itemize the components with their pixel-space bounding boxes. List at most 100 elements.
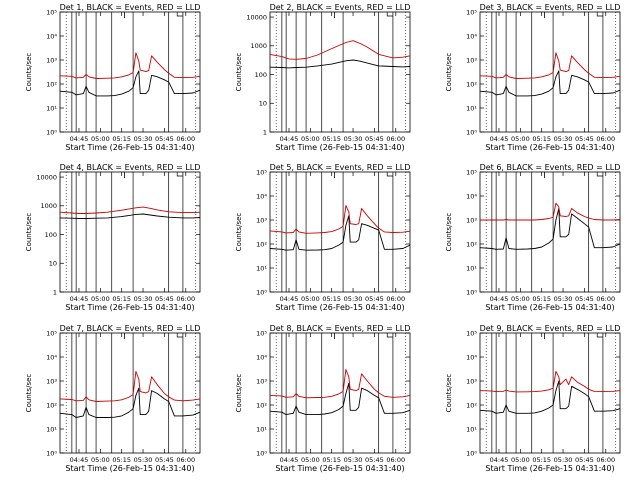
x-tick-label: 05:00 (91, 135, 110, 143)
y-axis-label: Counts/sec (235, 213, 243, 252)
x-tick-label: 04:45 (70, 295, 89, 303)
x-tick-label: 04:45 (490, 295, 509, 303)
x-tick-label: 06:00 (176, 456, 195, 464)
x-tick-label: 05:00 (91, 295, 110, 303)
plot-frame (269, 332, 411, 454)
x-axis-label: Start Time (26-Feb-15 04:31:40) (275, 143, 404, 152)
x-tick-label: 05:15 (112, 456, 131, 464)
events-series-line (59, 213, 201, 219)
top-corner-marker (176, 12, 183, 17)
y-tick-label: 10² (466, 80, 477, 88)
lld-series-line (269, 205, 411, 234)
x-tick-label: 05:15 (322, 295, 341, 303)
x-tick-label: 05:45 (365, 295, 384, 303)
plot-frame (59, 11, 201, 133)
y-tick-label: 10 (49, 260, 57, 268)
y-tick-label: 10³ (466, 216, 477, 224)
y-tick-label: 10³ (256, 216, 267, 224)
x-tick-label: 05:45 (155, 456, 174, 464)
y-tick-label: 10² (466, 240, 477, 248)
events-series-line (479, 380, 621, 414)
x-tick-label: 06:00 (176, 135, 195, 143)
x-axis-label: Start Time (26-Feb-15 04:31:40) (485, 303, 614, 312)
x-tick-label: 05:15 (112, 295, 131, 303)
y-tick-label: 10¹ (466, 264, 477, 272)
y-tick-label: 10⁵ (466, 8, 477, 16)
y-axis-label: Counts/sec (445, 213, 453, 252)
top-corner-marker (386, 172, 393, 177)
y-axis-label: Counts/sec (25, 374, 33, 413)
plot-frame (269, 11, 411, 133)
x-tick-label: 05:15 (322, 135, 341, 143)
panel-title: Det 7, BLACK = Events, RED = LLD (60, 324, 201, 333)
x-tick-label: 05:30 (134, 135, 153, 143)
lld-series-line (59, 370, 201, 402)
y-tick-label: 10⁴ (46, 353, 57, 361)
panel-title: Det 9, BLACK = Events, RED = LLD (480, 324, 621, 333)
panel-title: Det 4, BLACK = Events, RED = LLD (60, 163, 201, 172)
x-tick-label: 04:45 (280, 456, 299, 464)
lld-series-line (59, 206, 201, 214)
y-tick-label: 10⁰ (256, 288, 267, 296)
y-tick-label: 10⁰ (46, 449, 57, 457)
y-axis-label: Counts/sec (445, 53, 453, 92)
y-tick-label: 10² (256, 401, 267, 409)
y-tick-label: 1000 (250, 42, 267, 50)
y-axis-label: Counts/sec (25, 53, 33, 92)
panel-title: Det 3, BLACK = Events, RED = LLD (480, 3, 621, 12)
panel-title: Det 2, BLACK = Events, RED = LLD (270, 3, 411, 12)
y-tick-label: 10⁰ (466, 449, 477, 457)
y-tick-label: 10⁰ (46, 128, 57, 136)
x-tick-label: 04:45 (490, 456, 509, 464)
y-tick-label: 10⁵ (46, 8, 57, 16)
x-tick-label: 05:30 (554, 456, 573, 464)
events-series-line (269, 215, 411, 251)
y-tick-label: 10¹ (46, 104, 57, 112)
events-series-line (479, 70, 621, 97)
plot-frame (479, 332, 621, 454)
y-tick-label: 10² (46, 80, 57, 88)
y-tick-label: 10⁰ (466, 288, 477, 296)
y-tick-label: 10³ (46, 377, 57, 385)
lld-series-line (479, 52, 621, 79)
x-tick-label: 05:00 (301, 295, 320, 303)
x-tick-label: 05:00 (511, 456, 530, 464)
x-tick-label: 05:45 (365, 135, 384, 143)
x-tick-label: 05:45 (155, 135, 174, 143)
y-tick-label: 10⁴ (466, 353, 477, 361)
x-tick-label: 06:00 (386, 456, 405, 464)
panel-title: Det 1, BLACK = Events, RED = LLD (60, 3, 201, 12)
y-tick-label: 10⁴ (466, 192, 477, 200)
y-tick-label: 10⁵ (256, 329, 267, 337)
y-tick-label: 10¹ (466, 425, 477, 433)
x-tick-label: 05:00 (301, 456, 320, 464)
top-corner-marker (596, 333, 603, 338)
x-axis-label: Start Time (26-Feb-15 04:31:40) (65, 464, 194, 473)
x-tick-label: 05:00 (511, 135, 530, 143)
x-axis-label: Start Time (26-Feb-15 04:31:40) (65, 303, 194, 312)
x-tick-label: 06:00 (596, 135, 615, 143)
x-tick-label: 06:00 (596, 456, 615, 464)
y-tick-label: 10² (46, 401, 57, 409)
x-tick-label: 05:45 (155, 295, 174, 303)
y-tick-label: 10³ (466, 377, 477, 385)
x-tick-label: 04:45 (280, 135, 299, 143)
x-tick-label: 04:45 (280, 295, 299, 303)
y-tick-label: 100 (255, 71, 267, 79)
y-tick-label: 10⁴ (466, 32, 477, 40)
y-tick-label: 10⁵ (466, 168, 477, 176)
y-tick-label: 10⁴ (46, 32, 57, 40)
x-tick-label: 04:45 (70, 456, 89, 464)
plot-frame (269, 171, 411, 293)
x-axis-label: Start Time (26-Feb-15 04:31:40) (485, 143, 614, 152)
panel-title: Det 5, BLACK = Events, RED = LLD (270, 163, 411, 172)
y-tick-label: 10000 (246, 13, 267, 21)
plot-frame (479, 171, 621, 293)
x-tick-label: 05:15 (322, 456, 341, 464)
